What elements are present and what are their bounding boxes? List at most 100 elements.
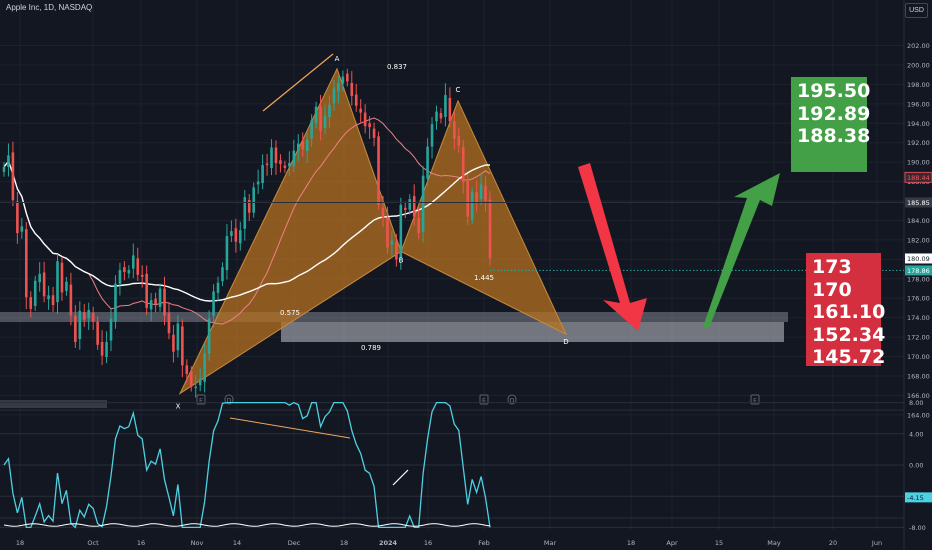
candle-body (283, 165, 287, 168)
x-tick-label: 20 (829, 539, 837, 547)
candle-body (470, 192, 474, 220)
point-label-c: C (456, 86, 461, 94)
candle-body (386, 217, 389, 248)
candles (2, 68, 492, 398)
candle-body (127, 270, 131, 274)
candle-body (421, 175, 425, 232)
candle-body (11, 152, 15, 201)
candle-body (354, 94, 358, 106)
candle-body (247, 200, 251, 213)
candle-body (314, 106, 318, 124)
x-tick-label: 16 (137, 539, 145, 547)
candle-body (136, 258, 140, 275)
candle-body (412, 196, 416, 217)
candle-body (426, 146, 429, 179)
osc-y-tick: 0.00 (909, 462, 923, 470)
downside-target: 173 (812, 256, 852, 278)
down-arrow (578, 163, 647, 331)
oscillator-line (3, 401, 491, 529)
y-tick-label: 164.00 (907, 411, 930, 419)
trend-line (392, 469, 409, 486)
y-tick-label: 198.00 (907, 81, 930, 89)
event-marker (224, 394, 234, 405)
time-axis[interactable]: 18 Oct 16 Nov 14 Dec 18 2024 16 Feb Mar 18 Apr 15 May 2… (16, 539, 882, 547)
x-tick-label: Mar (544, 539, 557, 547)
downside-target: 170 (812, 278, 852, 301)
x-tick-label: 18 (627, 539, 635, 547)
x-tick-label: May (767, 539, 781, 547)
y-tick-label: 176.00 (907, 295, 930, 303)
currency-button[interactable]: USD (905, 3, 928, 18)
candle-body (372, 128, 376, 138)
candle-body (47, 295, 50, 300)
candle-body (377, 136, 380, 205)
candle-body (176, 323, 180, 351)
candle-body (439, 113, 443, 119)
candle-body (301, 140, 305, 150)
point-label-d: D (563, 338, 568, 346)
candle-body (74, 315, 77, 342)
candle-body (395, 242, 398, 260)
ratio-label: 0.575 (280, 309, 300, 317)
price-tag-label: 178.86 (907, 267, 930, 275)
y-tick-label: 202.00 (907, 42, 930, 50)
candle-body (484, 185, 487, 202)
candle-body (123, 267, 126, 272)
ratio-label: 0.837 (387, 63, 407, 71)
candle-body (256, 181, 260, 185)
forecast-arrows (578, 163, 780, 331)
osc-last-label: -4.15 (907, 494, 924, 502)
x-tick-label: 2024 (379, 539, 398, 547)
candle-body (207, 318, 211, 354)
candle-body (448, 97, 452, 122)
moving-averages (3, 117, 491, 325)
volume-strip (0, 400, 107, 408)
candle-body (172, 334, 175, 352)
downside-target: 145.72 (812, 346, 886, 368)
y-tick-label: 178.00 (907, 275, 930, 283)
candle-body (118, 270, 122, 284)
candle-body (453, 121, 456, 139)
candle-body (234, 228, 238, 242)
price-tag (904, 171, 932, 183)
candle-body (51, 295, 55, 306)
ratio-label: 1.445 (474, 274, 494, 282)
trend-line (262, 53, 334, 112)
price-tag (905, 253, 932, 264)
candle-body (403, 207, 407, 210)
osc-y-tick: 4.00 (909, 430, 923, 438)
x-tick-label: Apr (666, 539, 678, 547)
candle-body (350, 82, 354, 97)
candle-body (29, 297, 33, 309)
candle-body (189, 371, 193, 387)
grid-lines (0, 0, 905, 550)
candle-body (100, 341, 104, 356)
event-marker (750, 394, 760, 405)
price-axis[interactable]: 202.00 200.00 198.00 196.00 194.00 192.00 190.… (904, 42, 932, 419)
y-tick-label: 168.00 (907, 372, 930, 380)
x-tick-label: 16 (424, 539, 432, 547)
candle-body (24, 229, 28, 298)
candle-body (346, 73, 349, 82)
candle-body (230, 231, 233, 237)
candle-body (368, 123, 371, 128)
candle-body (221, 267, 224, 282)
candle-body (87, 309, 91, 319)
candle-body (243, 197, 247, 229)
event-marker (196, 394, 206, 405)
event-marker-label: D (227, 398, 232, 405)
candle-body (96, 321, 99, 345)
candle-body (91, 312, 95, 322)
support-zones (0, 312, 788, 408)
x-tick-label: 15 (715, 539, 723, 547)
chart-title: Apple Inc, 1D, NASDAQ (6, 3, 93, 12)
candle-body (56, 261, 59, 303)
candle-body (288, 163, 291, 167)
candle-body (381, 207, 385, 218)
up-arrow (703, 173, 780, 328)
candle-body (444, 95, 447, 117)
candle-body (417, 218, 420, 234)
point-label-b: B (399, 257, 404, 265)
x-tick-label: 14 (233, 539, 241, 547)
